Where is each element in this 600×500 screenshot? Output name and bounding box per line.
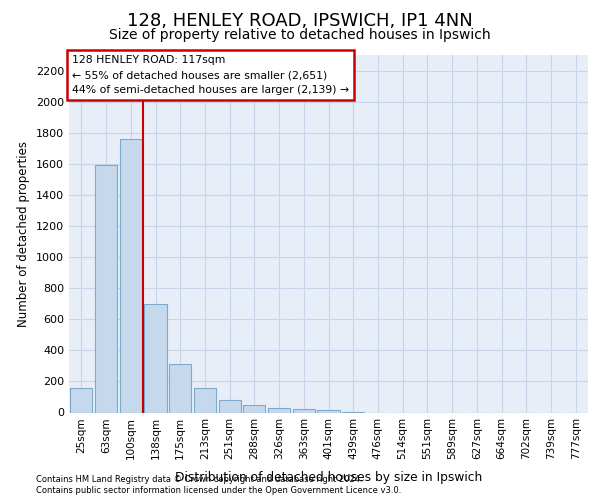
Bar [317, 410, 340, 412]
Bar [169, 364, 191, 412]
Bar [293, 409, 315, 412]
Bar [119, 139, 142, 412]
Bar [194, 388, 216, 412]
Bar [268, 408, 290, 412]
Bar [95, 166, 117, 412]
Text: 128, HENLEY ROAD, IPSWICH, IP1 4NN: 128, HENLEY ROAD, IPSWICH, IP1 4NN [127, 12, 473, 30]
Y-axis label: Number of detached properties: Number of detached properties [17, 141, 31, 327]
Text: Contains public sector information licensed under the Open Government Licence v3: Contains public sector information licen… [36, 486, 401, 495]
X-axis label: Distribution of detached houses by size in Ipswich: Distribution of detached houses by size … [175, 470, 482, 484]
Text: 128 HENLEY ROAD: 117sqm
← 55% of detached houses are smaller (2,651)
44% of semi: 128 HENLEY ROAD: 117sqm ← 55% of detache… [71, 56, 349, 95]
Bar [145, 304, 167, 412]
Text: Size of property relative to detached houses in Ipswich: Size of property relative to detached ho… [109, 28, 491, 42]
Bar [218, 400, 241, 412]
Bar [243, 404, 265, 412]
Bar [70, 388, 92, 412]
Text: Contains HM Land Registry data © Crown copyright and database right 2024.: Contains HM Land Registry data © Crown c… [36, 474, 362, 484]
